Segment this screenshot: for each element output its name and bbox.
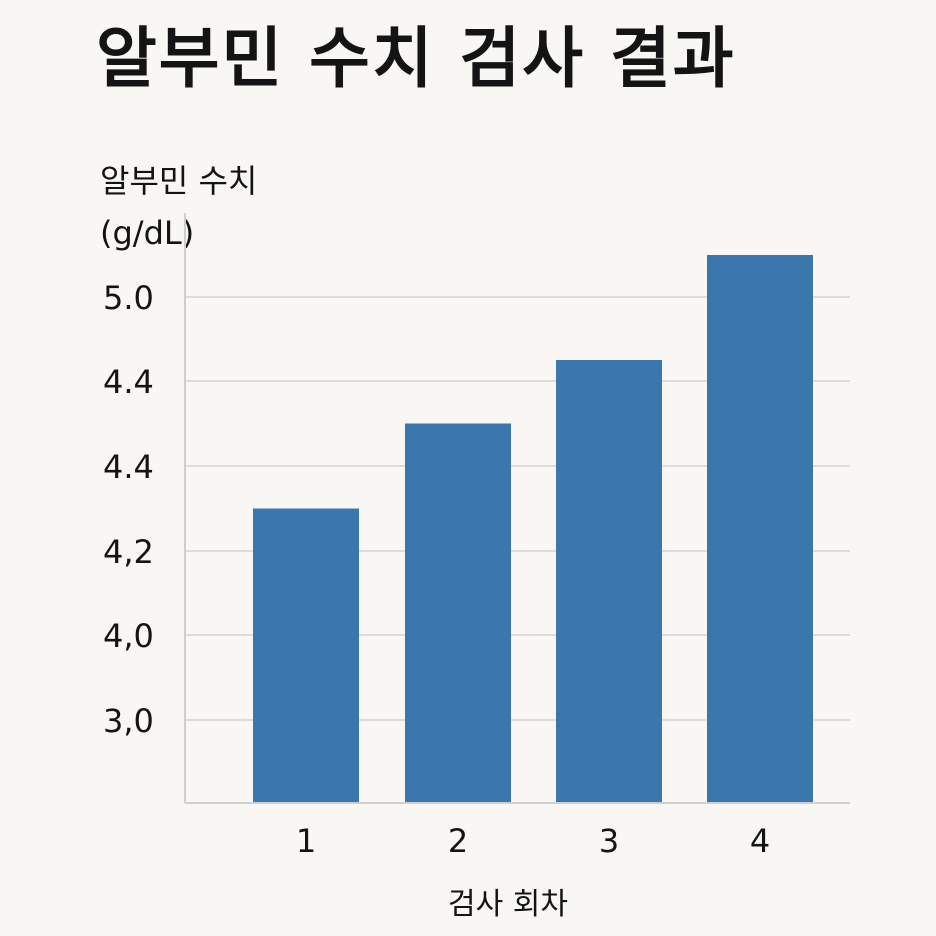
bar-1 [253, 508, 359, 803]
bar-2 [405, 423, 511, 803]
y-tick-label: 4,2 [103, 533, 154, 571]
y-axis-label-unit: (g/dL) [100, 214, 195, 252]
x-tick-label: 1 [296, 822, 316, 860]
y-tick-label: 4,0 [103, 617, 154, 655]
y-tick-label: 4.4 [103, 448, 154, 486]
x-tick-labels: 1 2 3 4 [296, 822, 770, 860]
x-tick-label: 4 [750, 822, 770, 860]
axes [184, 213, 850, 804]
x-axis-label: 검사 회차 [448, 887, 568, 922]
bar-3 [556, 360, 662, 803]
y-tick-label: 3,0 [103, 702, 154, 740]
y-axis-label-name: 알부민 수치 [100, 162, 258, 200]
bar-4 [707, 255, 813, 803]
y-axis-label: 알부민 수치 (g/dL) [100, 155, 257, 259]
y-tick-label: 5.0 [103, 279, 154, 317]
bars [253, 255, 813, 803]
x-tick-label: 3 [599, 822, 619, 860]
chart-title: 알부민 수치 검사 결과 [96, 20, 736, 97]
y-tick-labels: 3,0 4,0 4,2 4.4 4.4 5.0 [103, 279, 154, 740]
x-tick-label: 2 [448, 822, 468, 860]
y-tick-label: 4.4 [103, 363, 154, 401]
